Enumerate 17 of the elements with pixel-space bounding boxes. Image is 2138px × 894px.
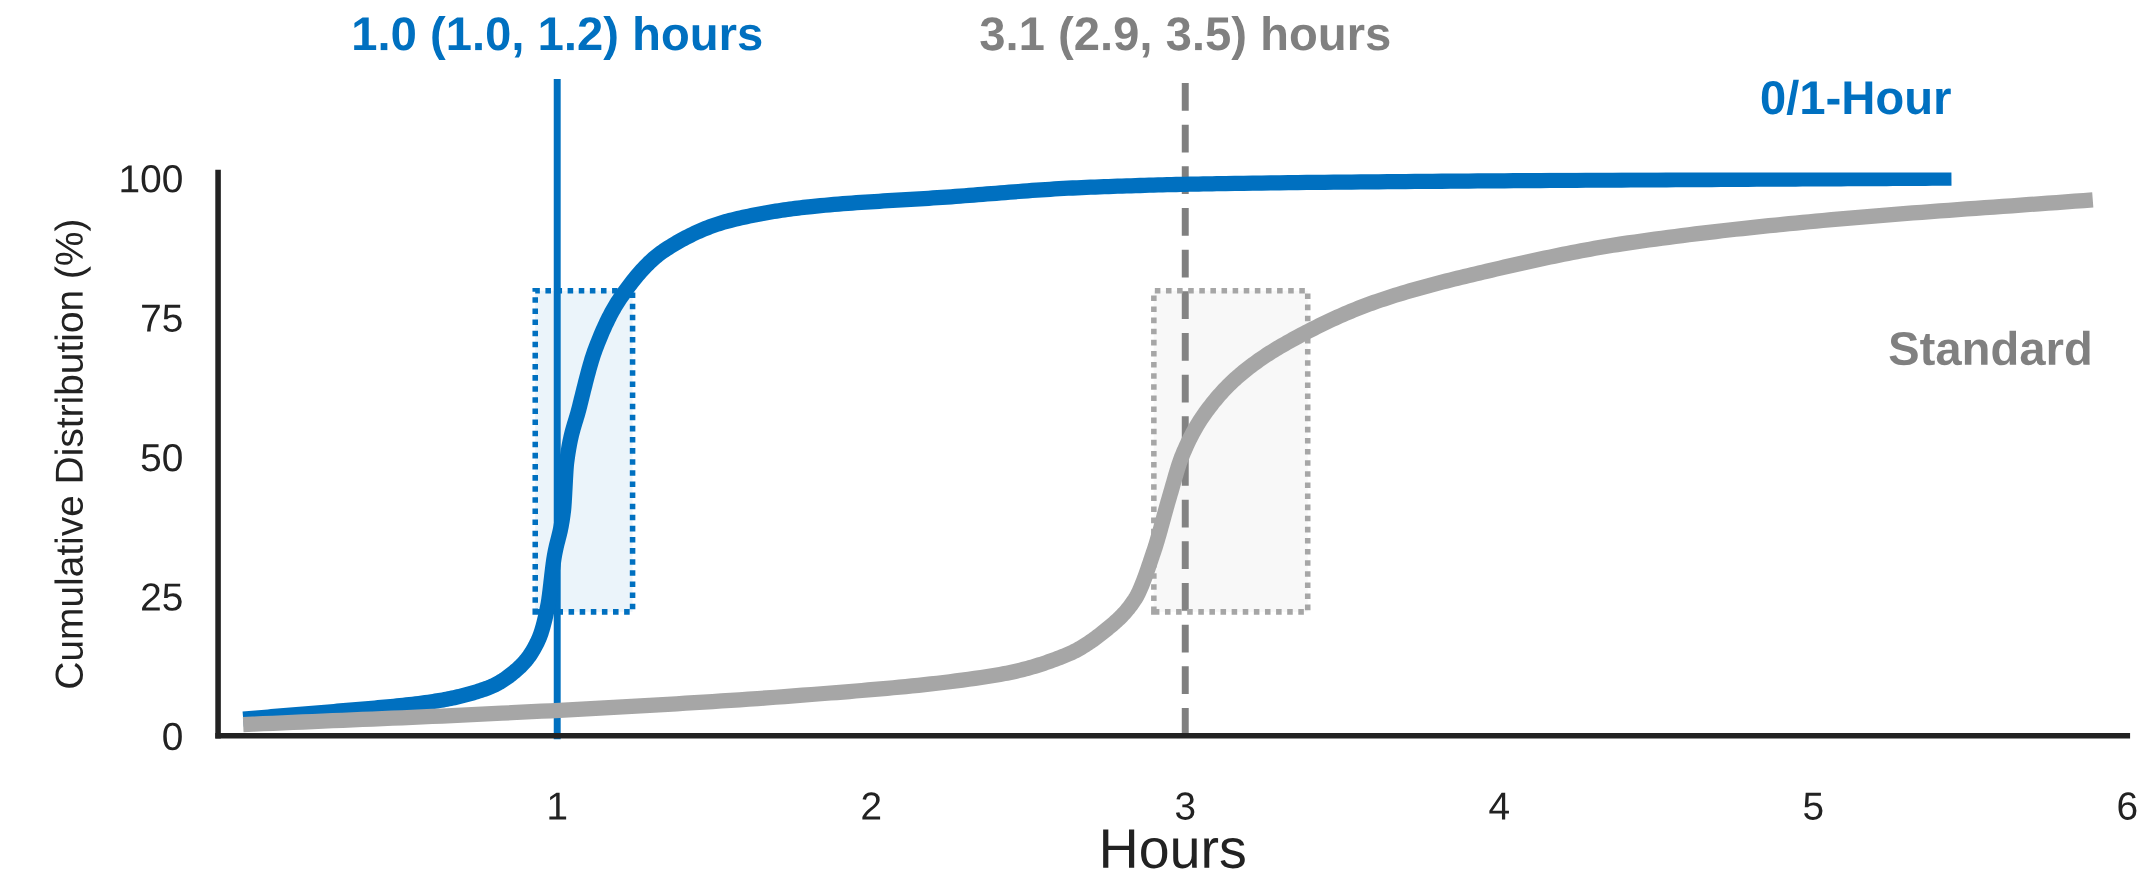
y-tick-label: 100 [121, 165, 182, 193]
y-tick-label: 50 [141, 443, 182, 472]
x-tick-label: 6 [2118, 792, 2137, 820]
y-tick-label: 75 [142, 304, 182, 332]
ref-line-label: 1.0 (1.0, 1.2) hours [354, 15, 762, 60]
x-tick-label: 4 [1489, 792, 1509, 820]
y-tick-label: 0 [163, 722, 182, 751]
x-tick-label: 3 [1175, 792, 1195, 820]
series-label: 0/1-Hour [1761, 79, 1951, 115]
x-tick-label: 2 [862, 792, 881, 820]
ref-line-label: 3.1 (2.9, 3.5) hours [980, 15, 1390, 60]
x-axis-title: Hours [1103, 829, 1245, 869]
x-tick-label: 5 [1804, 792, 1823, 820]
text: Standard [1889, 330, 2090, 366]
y-axis-title: Cumulative Distribution (%) [54, 220, 91, 688]
x-tick-label: 1 [549, 792, 567, 820]
y-tick-label: 25 [142, 583, 182, 611]
